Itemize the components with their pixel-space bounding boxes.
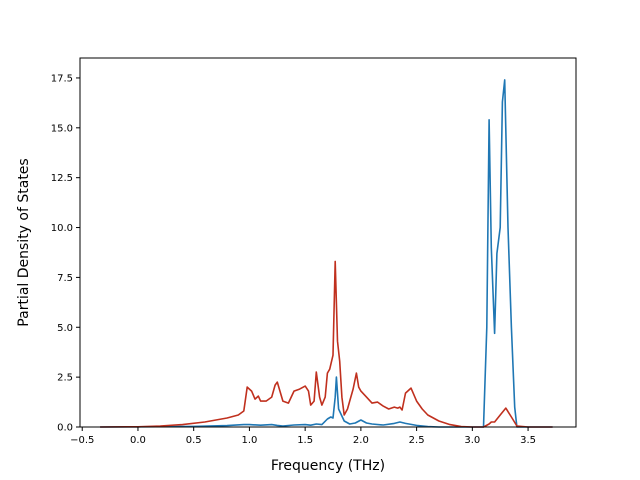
x-axis-label: Frequency (THz) <box>271 458 385 474</box>
x-tick-label: 1.0 <box>241 435 257 446</box>
x-tick-label: 0.5 <box>186 435 202 446</box>
series-line-2 <box>100 260 553 428</box>
y-tick-label: 7.5 <box>57 273 73 284</box>
series-line-1 <box>100 79 553 428</box>
x-tick-label: 3.0 <box>464 435 480 446</box>
y-tick-label: 15.0 <box>51 123 73 134</box>
y-axis-label: Partial Density of States <box>16 158 32 326</box>
y-tick-label: 0.0 <box>57 423 73 434</box>
x-tick-label: −0.5 <box>70 435 94 446</box>
x-tick-label: 3.5 <box>520 435 536 446</box>
y-tick-label: 17.5 <box>51 73 73 84</box>
x-tick-label: 2.5 <box>409 435 425 446</box>
x-tick-label: 1.5 <box>297 435 313 446</box>
series-layer <box>100 79 553 428</box>
x-tick-label: 0.0 <box>130 435 146 446</box>
plot-frame <box>79 57 577 428</box>
x-axis-ticks: −0.5 0.0 0.5 1.0 1.5 2.0 2.5 3.0 3.5 <box>70 427 536 446</box>
y-tick-label: 5.0 <box>57 323 73 334</box>
y-axis-ticks: 0.0 2.5 5.0 7.5 10.0 12.5 15.0 17.5 <box>51 73 80 434</box>
x-tick-label: 2.0 <box>353 435 369 446</box>
y-tick-label: 2.5 <box>57 373 73 384</box>
y-tick-label: 10.0 <box>51 223 73 234</box>
y-tick-label: 12.5 <box>51 173 73 184</box>
